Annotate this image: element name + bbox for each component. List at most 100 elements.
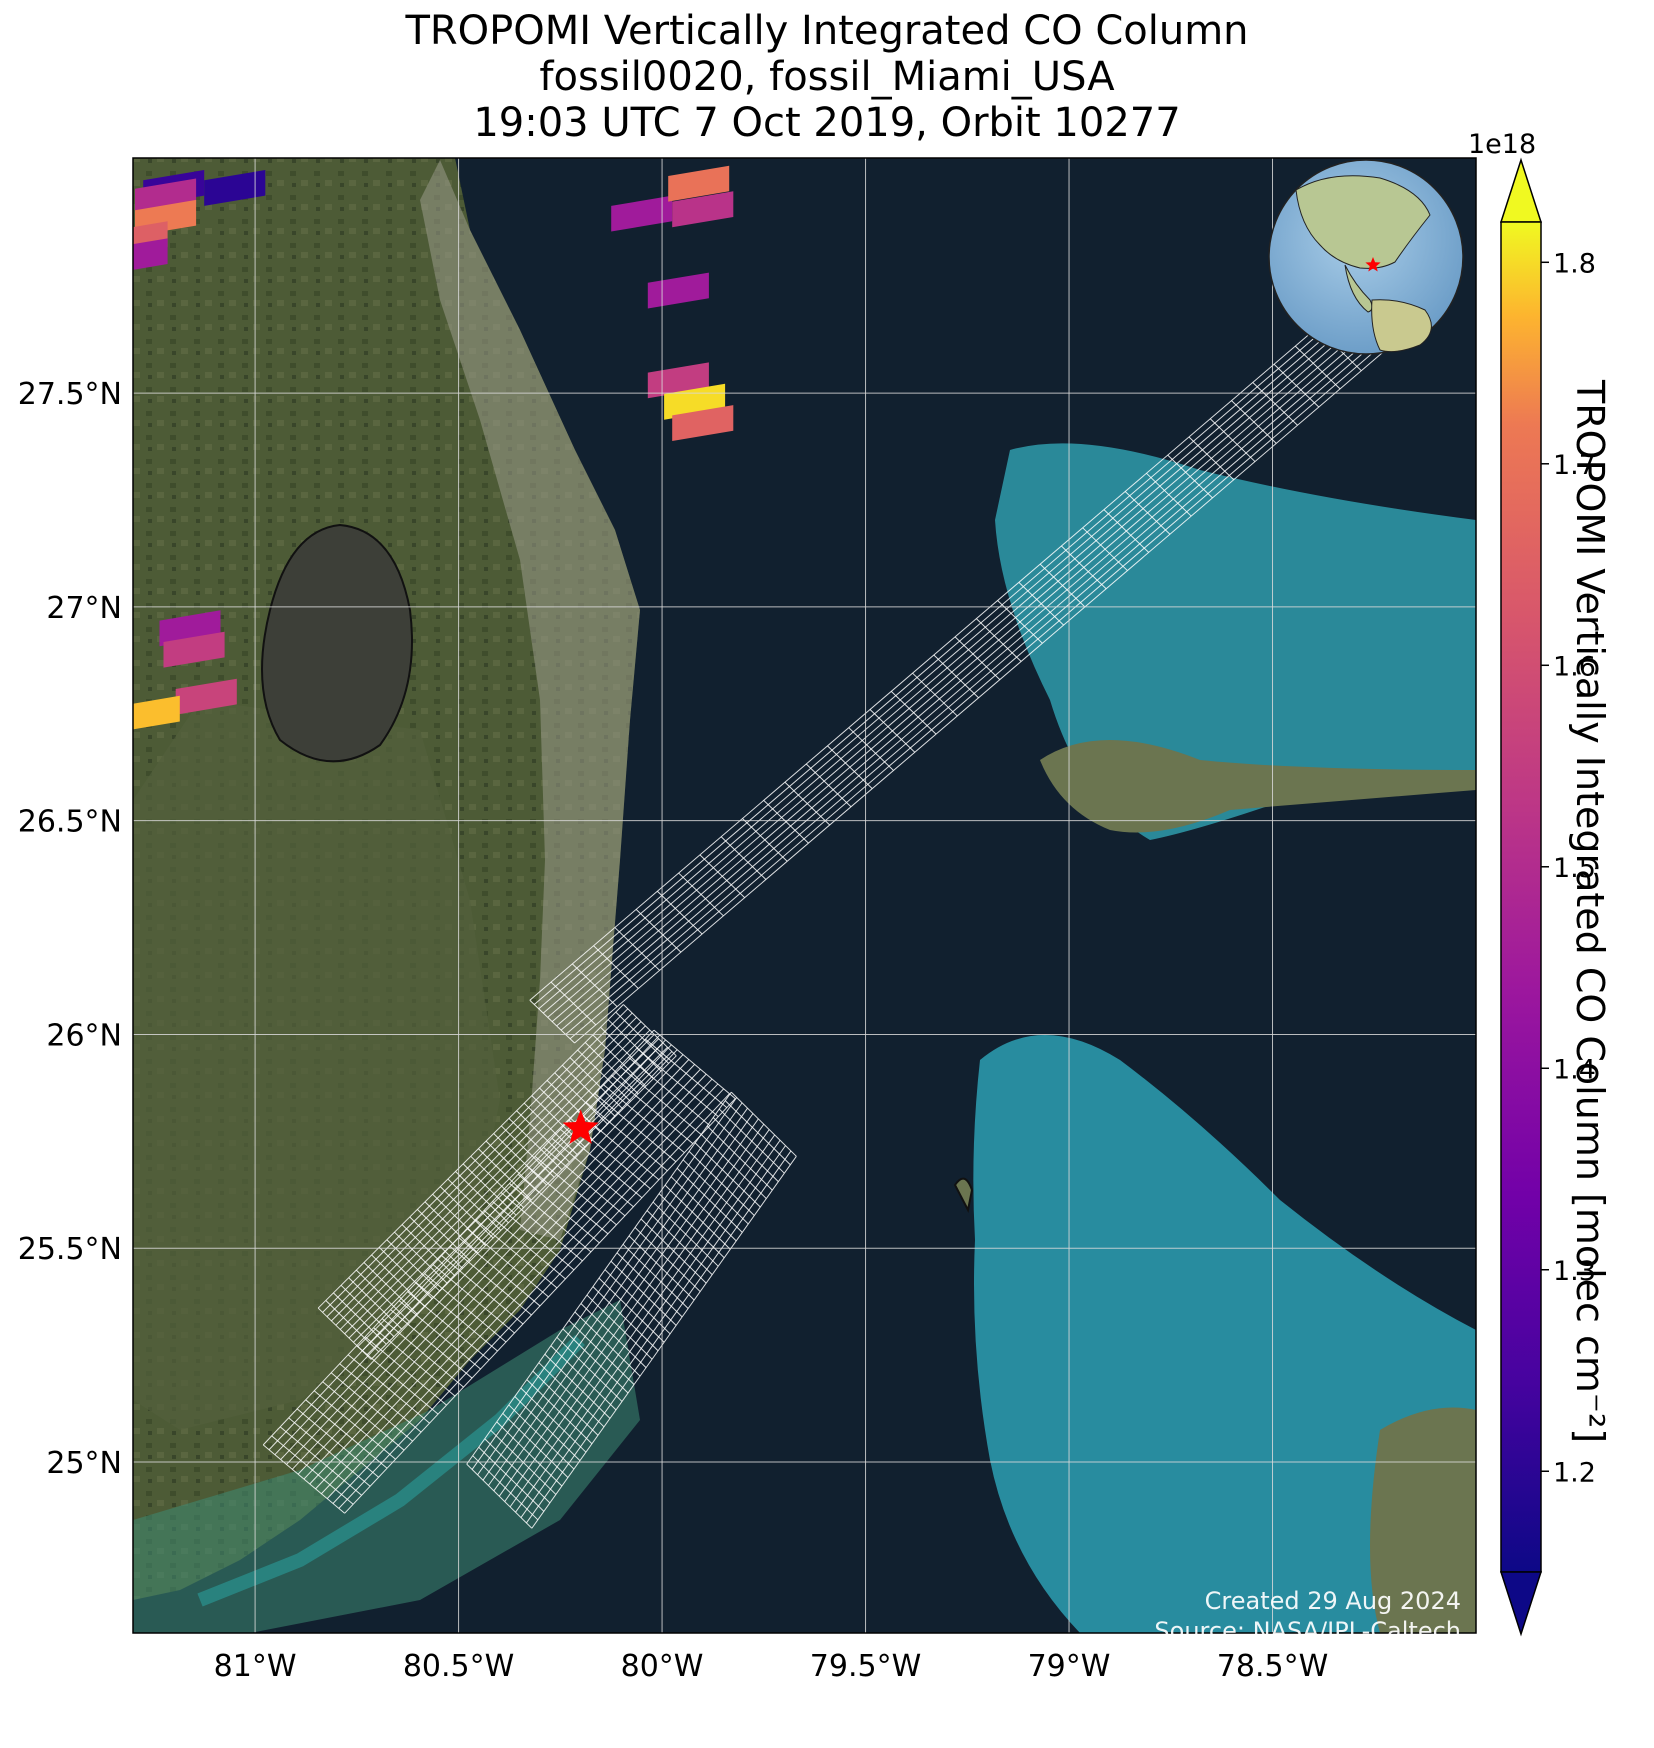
swath-line: [466, 1091, 732, 1465]
swath-line: [338, 1093, 730, 1509]
colorbar-tick-label: 1.4: [1553, 1054, 1596, 1085]
lat-tick-label: 26.5°N: [18, 805, 122, 840]
lon-tick-label: 80.5°W: [403, 1649, 514, 1684]
colorbar-title: TROPOMI Vertically Integrated CO Column …: [1568, 380, 1612, 1444]
swath-line: [353, 1038, 660, 1343]
lat-tick-label: 27°N: [46, 591, 122, 626]
swath-line: [493, 1118, 759, 1492]
swath-line: [488, 1113, 754, 1486]
co-pixel: [668, 165, 730, 202]
bimini-island: [953, 1177, 974, 1213]
swath-line: [366, 1051, 673, 1356]
lat-tick-label: 27.5°N: [18, 377, 122, 412]
swath-line: [515, 1139, 781, 1513]
source-credit: Source: NASA/JPL-Caltech: [1154, 1617, 1461, 1645]
florida-bay: [133, 1300, 640, 1633]
co-pixel: [647, 272, 709, 309]
lake-okeechobee: [261, 523, 413, 763]
urban-strip: [420, 160, 640, 1240]
swath-line: [286, 1049, 678, 1465]
lon-tick-label: 78.5°W: [1217, 1649, 1328, 1684]
target-site-star: [562, 1109, 599, 1144]
colorbar-extend-max: [1499, 157, 1543, 223]
swath-line: [344, 1098, 736, 1514]
swath-line: [556, 298, 1408, 1027]
swath-line: [326, 1012, 633, 1317]
co-pixel: [133, 695, 180, 730]
swath-line: [332, 1088, 725, 1504]
swath-line: [504, 1129, 770, 1502]
swath-line: [339, 1025, 646, 1330]
swath-line: [321, 1078, 713, 1495]
swath-line: [525, 1150, 792, 1524]
andros-island: [1370, 1407, 1476, 1633]
everglades: [133, 700, 500, 1430]
inset-globe: [1268, 159, 1464, 355]
colorbar-tick-label: 1.3: [1553, 1256, 1596, 1287]
swath-line: [482, 1107, 748, 1481]
colorbar-extend-min: [1499, 1571, 1543, 1637]
swath-line: [297, 1059, 690, 1475]
colorbar-tick-label: 1.6: [1553, 651, 1596, 682]
lat-tick-label: 25.5°N: [18, 1232, 122, 1267]
co-pixel-layer: [133, 165, 734, 730]
colorbar: 1e18 1.2 1.3 1.4 1.5 1.6 1.7 1.8: [1468, 129, 1596, 1637]
colorbar-tick-label: 1.8: [1553, 248, 1596, 279]
created-credit: Created 29 Aug 2024: [1204, 1587, 1461, 1615]
swath-line: [477, 1102, 743, 1476]
lon-tick-label: 79.5°W: [810, 1649, 921, 1684]
swath-line: [531, 1156, 797, 1529]
colorbar-tick-label: 1.5: [1553, 853, 1596, 884]
title-line-2: fossil0020, fossil_Miami_USA: [539, 54, 1115, 100]
swath-line: [520, 1145, 786, 1518]
co-pixel: [672, 405, 734, 441]
lat-tick-label: 25°N: [46, 1446, 122, 1481]
globe-target-star: [1365, 257, 1381, 272]
lon-tick-labels: 81°W 80.5°W 80°W 79.5°W 79°W 78.5°W: [214, 1649, 1329, 1684]
grand-bahama-island: [1040, 740, 1476, 833]
swath-line: [309, 1068, 701, 1485]
swath-line: [274, 1039, 666, 1455]
basemap: [133, 158, 1476, 1633]
co-pixel: [163, 631, 225, 668]
lon-tick-label: 79°W: [1028, 1649, 1111, 1684]
swath-line: [303, 1064, 695, 1480]
swath-line: [361, 1046, 668, 1352]
great-bahama-bank: [973, 1035, 1476, 1633]
tropomi-swath-grid: [262, 273, 1426, 1529]
swath-line: [529, 273, 1381, 1001]
swath-line: [542, 285, 1395, 1014]
swath-line: [574, 315, 1426, 1044]
globe-north-america: [1295, 175, 1431, 269]
title-line-1: TROPOMI Vertically Integrated CO Column: [405, 8, 1249, 54]
swath-line: [569, 311, 1421, 1040]
swath-line: [471, 1097, 738, 1470]
colorbar-tick-label: 1.7: [1553, 450, 1596, 481]
swath-line: [357, 1042, 664, 1347]
swath-line: [538, 281, 1390, 1010]
swath-line: [509, 1134, 776, 1508]
graticule: [133, 158, 1476, 1633]
globe-south-america: [1371, 299, 1432, 353]
colorbar-multiplier: 1e18: [1468, 129, 1536, 160]
co-pixel: [133, 238, 168, 270]
colorbar-tick-label: 1.2: [1553, 1457, 1596, 1488]
swath-line: [315, 1073, 707, 1490]
swath-line: [344, 1029, 651, 1335]
swath-line: [331, 1016, 637, 1322]
swath-line: [560, 302, 1413, 1031]
lat-tick-labels: 27.5°N 27°N 26.5°N 26°N 25.5°N 25°N: [18, 377, 122, 1481]
swath-line: [565, 307, 1417, 1035]
co-pixel: [204, 170, 266, 206]
lon-tick-label: 80°W: [621, 1649, 704, 1684]
swath-line: [498, 1123, 765, 1497]
swath-line: [533, 277, 1386, 1005]
swath-line: [551, 294, 1404, 1023]
title-line-3: 19:03 UTC 7 Oct 2019, Orbit 10277: [473, 100, 1181, 146]
swath-line: [280, 1044, 672, 1460]
colorbar-ticks: 1.2 1.3 1.4 1.5 1.6 1.7 1.8: [1541, 248, 1596, 1488]
swath-line: [268, 1034, 661, 1451]
swath-line: [326, 1083, 719, 1499]
map-frame: [132, 157, 1477, 1634]
